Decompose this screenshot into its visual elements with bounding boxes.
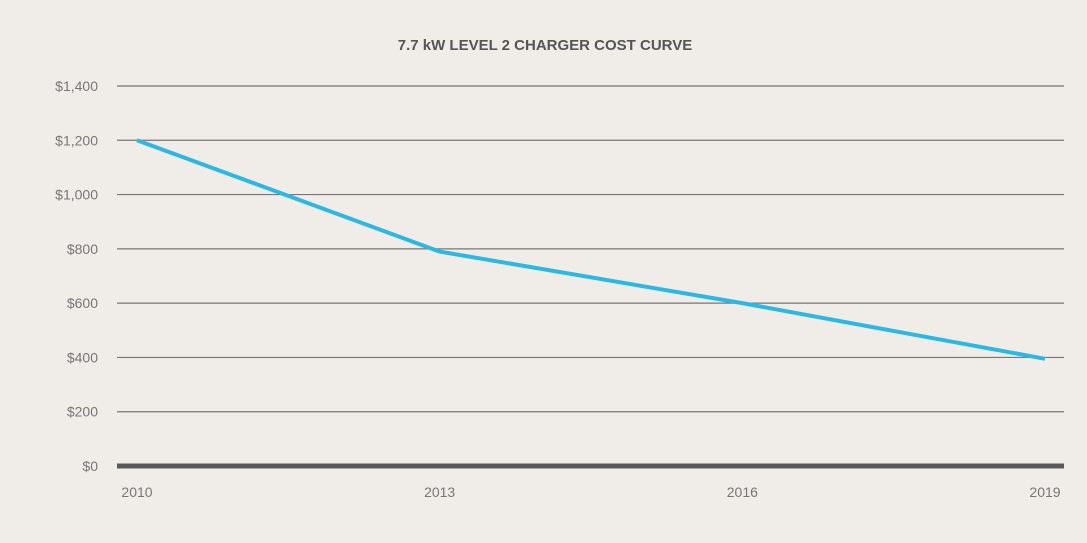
x-tick-label: 2019 [1029, 484, 1060, 500]
x-tick-label: 2010 [121, 484, 152, 500]
y-tick-label: $1,000 [55, 187, 98, 203]
y-tick-label: $200 [67, 404, 98, 420]
chart-title: 7.7 kW LEVEL 2 CHARGER COST CURVE [398, 37, 693, 54]
y-tick-label: $800 [67, 241, 98, 257]
cost-line [136, 138, 1046, 361]
x-tick-label: 2013 [424, 484, 455, 500]
y-tick-label: $400 [67, 349, 98, 365]
y-tick-label: $0 [82, 458, 98, 474]
x-tick-label: 2016 [727, 484, 758, 500]
y-tick-label: $600 [67, 295, 98, 311]
y-tick-label: $1,200 [55, 132, 98, 148]
y-tick-label: $1,400 [55, 78, 98, 94]
